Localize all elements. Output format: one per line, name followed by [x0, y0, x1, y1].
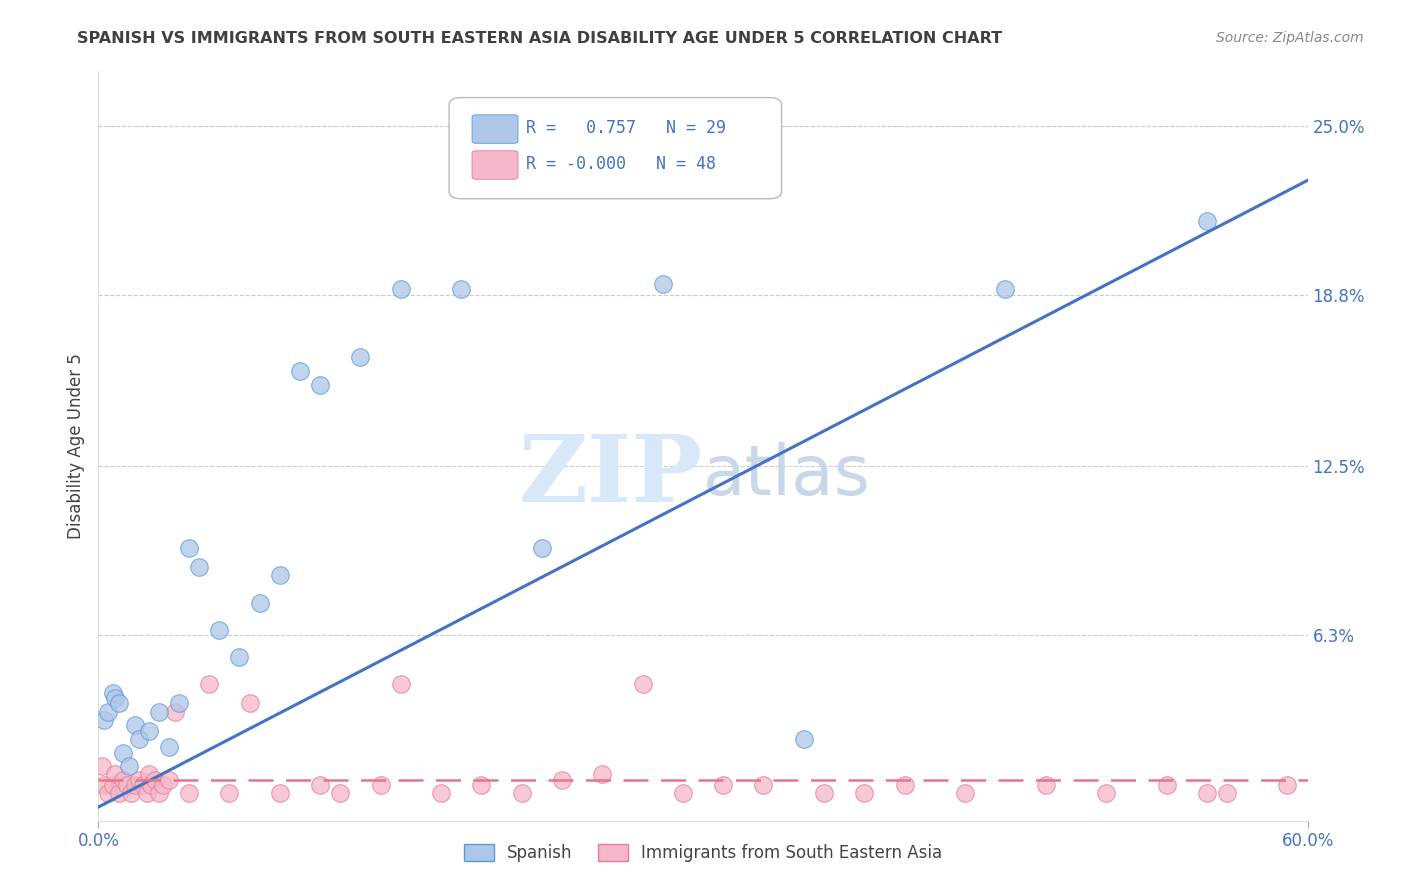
Point [101, 778, 124, 792]
Point [389, 677, 412, 691]
Point [111, 772, 134, 787]
Point [139, 778, 162, 792]
Point [97, 786, 120, 800]
Point [107, 697, 129, 711]
Point [370, 778, 392, 792]
FancyBboxPatch shape [472, 115, 517, 144]
Point [1195, 786, 1218, 800]
Point [143, 772, 166, 787]
Point [530, 541, 553, 556]
Point [269, 568, 291, 582]
Point [138, 723, 160, 738]
Point [793, 731, 815, 746]
Point [93, 778, 115, 792]
Point [124, 718, 146, 732]
Point [551, 772, 574, 787]
Point [167, 697, 190, 711]
Point [1035, 778, 1057, 792]
Point [752, 778, 775, 792]
Y-axis label: Disability Age Under 5: Disability Age Under 5 [66, 353, 84, 539]
Point [218, 786, 240, 800]
Text: R = -0.000   N = 48: R = -0.000 N = 48 [526, 154, 717, 172]
Text: R =   0.757   N = 29: R = 0.757 N = 29 [526, 119, 727, 136]
Point [228, 650, 250, 665]
Point [853, 786, 876, 800]
Text: atlas: atlas [703, 442, 870, 509]
Point [994, 282, 1017, 296]
Point [450, 282, 472, 296]
Point [208, 623, 231, 637]
Point [152, 778, 174, 792]
Point [115, 778, 138, 792]
Text: ZIP: ZIP [519, 431, 703, 521]
Point [198, 677, 221, 691]
Point [651, 277, 673, 291]
Point [893, 778, 915, 792]
Point [430, 786, 453, 800]
Point [269, 786, 291, 800]
Point [91, 759, 114, 773]
Point [349, 351, 371, 365]
Point [1195, 214, 1218, 228]
Point [188, 560, 211, 574]
Point [148, 705, 170, 719]
Point [389, 282, 412, 296]
Point [1095, 786, 1118, 800]
Point [97, 705, 120, 719]
Point [138, 767, 160, 781]
Point [103, 767, 125, 781]
Point [107, 786, 129, 800]
Point [1156, 778, 1178, 792]
Point [813, 786, 835, 800]
Point [953, 786, 976, 800]
FancyBboxPatch shape [472, 151, 517, 179]
Point [309, 377, 332, 392]
Point [1277, 778, 1299, 792]
Point [148, 786, 170, 800]
Point [157, 740, 180, 755]
Text: Source: ZipAtlas.com: Source: ZipAtlas.com [1216, 31, 1364, 45]
Point [157, 772, 180, 787]
Point [470, 778, 492, 792]
Point [103, 691, 125, 706]
Point [120, 786, 142, 800]
Point [163, 705, 186, 719]
Point [93, 713, 115, 727]
Point [711, 778, 734, 792]
Point [672, 786, 695, 800]
Point [179, 541, 201, 556]
Point [249, 596, 271, 610]
Point [309, 778, 332, 792]
Point [510, 786, 533, 800]
Point [124, 778, 146, 792]
FancyBboxPatch shape [449, 97, 782, 199]
Point [1216, 786, 1239, 800]
Point [179, 786, 201, 800]
Point [239, 697, 262, 711]
Point [101, 685, 124, 699]
Point [128, 772, 150, 787]
Point [329, 786, 352, 800]
Point [132, 778, 155, 792]
Point [631, 677, 654, 691]
Point [111, 746, 134, 760]
Point [118, 759, 141, 773]
Point [135, 786, 157, 800]
Text: SPANISH VS IMMIGRANTS FROM SOUTH EASTERN ASIA DISABILITY AGE UNDER 5 CORRELATION: SPANISH VS IMMIGRANTS FROM SOUTH EASTERN… [77, 31, 1002, 46]
Point [288, 364, 311, 378]
Legend: Spanish, Immigrants from South Eastern Asia: Spanish, Immigrants from South Eastern A… [457, 837, 949, 869]
Point [591, 767, 613, 781]
Point [128, 731, 150, 746]
